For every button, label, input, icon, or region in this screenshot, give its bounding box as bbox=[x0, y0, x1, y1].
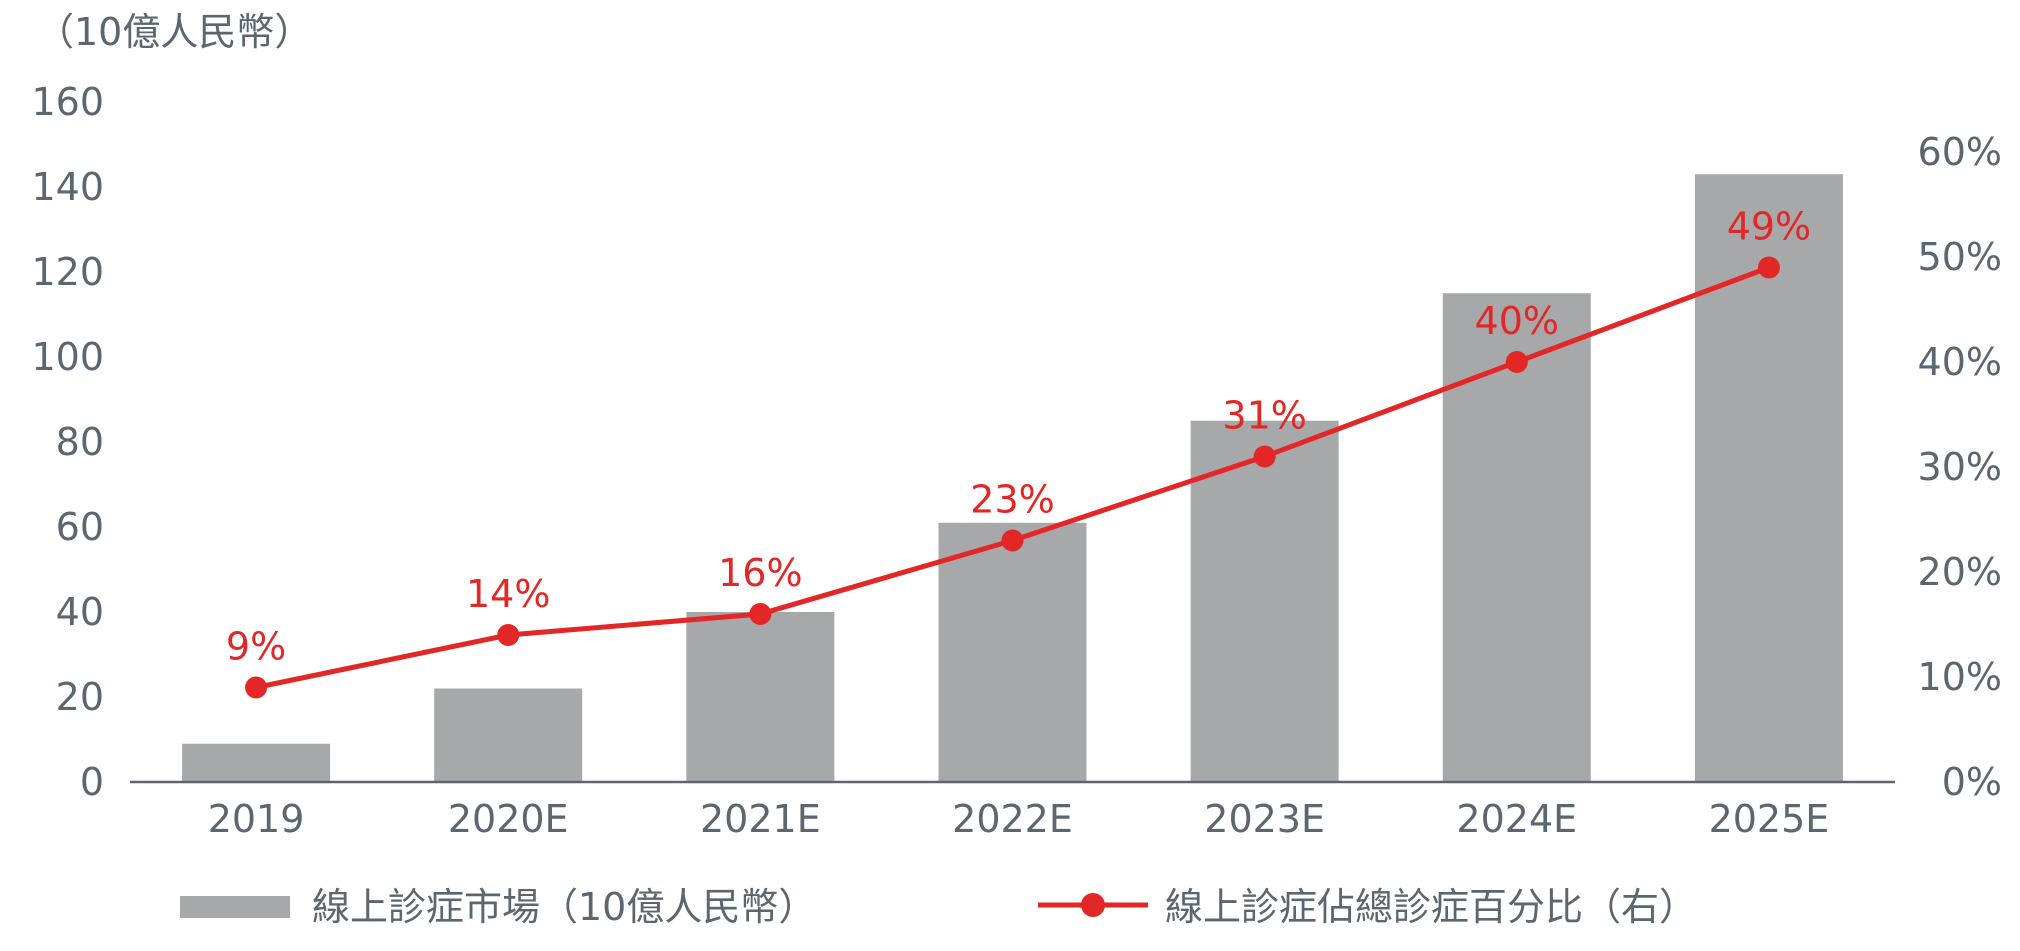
legend-line-label: 線上診症佔總診症百分比（右） bbox=[1165, 885, 1697, 929]
line-point bbox=[1757, 256, 1780, 279]
y-right-tick-label: 20% bbox=[1918, 550, 2002, 594]
y-left-tick-label: 80 bbox=[56, 420, 104, 464]
x-tick-label: 2022E bbox=[952, 797, 1073, 841]
x-tick-label: 2024E bbox=[1456, 797, 1577, 841]
y-left-tick-label: 20 bbox=[56, 675, 104, 719]
y-left-ticks: 0 20 40 60 80 100 120 140 160 bbox=[31, 80, 104, 804]
y-right-ticks: 0% 10% 20% 30% 40% 50% 60% bbox=[1918, 130, 2002, 804]
legend-bar-swatch bbox=[180, 896, 290, 918]
y-left-tick-label: 40 bbox=[56, 590, 104, 634]
legend-line-marker bbox=[1081, 893, 1105, 917]
line-data-label: 9% bbox=[226, 625, 286, 669]
line-data-label: 16% bbox=[718, 551, 802, 595]
line-data-label: 23% bbox=[970, 478, 1054, 522]
line-point bbox=[1253, 445, 1276, 468]
y-left-tick-label: 120 bbox=[31, 250, 104, 294]
y-right-tick-label: 40% bbox=[1918, 340, 2002, 384]
y-right-tick-label: 50% bbox=[1918, 235, 2002, 279]
line-data-label: 49% bbox=[1727, 205, 1811, 249]
bar bbox=[938, 522, 1087, 782]
line-data-label: 40% bbox=[1475, 299, 1559, 343]
y-left-tick-label: 160 bbox=[31, 80, 104, 124]
line-data-label: 14% bbox=[466, 572, 550, 616]
x-tick-label: 2019 bbox=[208, 797, 305, 841]
line-point bbox=[497, 624, 520, 646]
y-left-unit: （10億人民幣） bbox=[36, 10, 312, 54]
y-left-tick-label: 0 bbox=[80, 760, 104, 804]
line-point bbox=[1001, 529, 1024, 552]
x-ticks: 2019 2020E 2021E 2022E 2023E 2024E 2025E bbox=[208, 797, 1830, 841]
legend-bar-label: 線上診症市場（10億人民幣） bbox=[312, 885, 816, 929]
line-data-label: 31% bbox=[1222, 394, 1306, 438]
line-point bbox=[1505, 351, 1528, 373]
bars bbox=[182, 174, 1843, 782]
x-tick-label: 2020E bbox=[448, 797, 569, 841]
y-left-tick-label: 100 bbox=[31, 335, 104, 379]
y-left-tick-label: 140 bbox=[31, 165, 104, 209]
line-point bbox=[245, 676, 268, 699]
bar bbox=[434, 688, 583, 782]
bar bbox=[1190, 420, 1339, 782]
legend: 線上診症市場（10億人民幣） 線上診症佔總診症百分比（右） bbox=[180, 885, 1697, 929]
y-left-tick-label: 60 bbox=[56, 505, 104, 549]
y-right-tick-label: 60% bbox=[1918, 130, 2002, 174]
x-tick-label: 2023E bbox=[1204, 797, 1325, 841]
bar bbox=[1442, 293, 1591, 782]
x-tick-label: 2025E bbox=[1709, 797, 1830, 841]
line-point bbox=[749, 603, 772, 625]
bar bbox=[686, 612, 835, 782]
y-right-tick-label: 0% bbox=[1942, 760, 2002, 804]
y-right-tick-label: 30% bbox=[1918, 445, 2002, 489]
y-right-tick-label: 10% bbox=[1918, 655, 2002, 699]
line-series: 9% 14% 16% 23% 31% 40% 49% bbox=[226, 205, 1811, 699]
x-tick-label: 2021E bbox=[700, 797, 821, 841]
bar bbox=[182, 743, 331, 782]
